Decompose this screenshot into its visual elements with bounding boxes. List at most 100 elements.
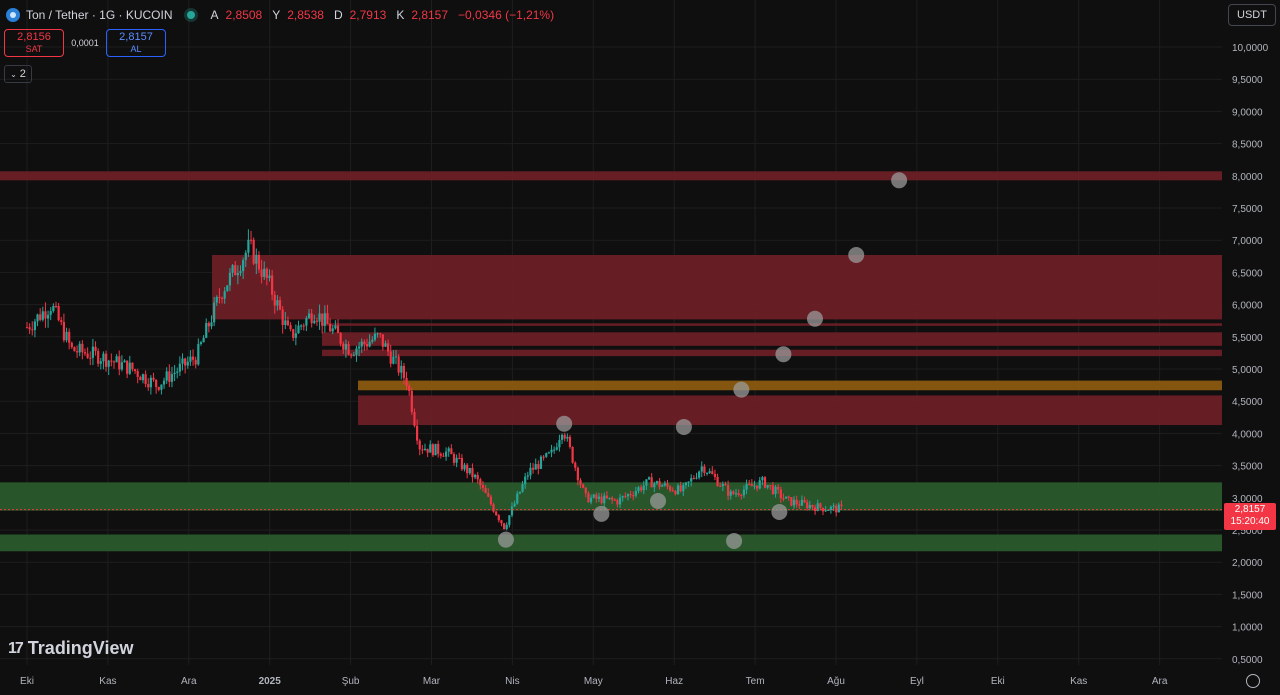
candle-body [539,456,543,469]
candle-body [729,491,732,496]
candle-body [123,360,126,363]
price-tick-label: 9,0000 [1232,107,1263,118]
candle-body [721,483,724,487]
candle-body [284,320,287,325]
currency-selector[interactable]: USDT [1228,4,1276,26]
circle-marker [775,346,792,363]
circle-marker [556,415,573,432]
candle-body [358,346,361,349]
candle-body [824,510,827,512]
time-axis[interactable]: Eki Kas Ara 2025 Şub Mar Nis May Haz Tem Ağu Eyl Eki… [0,665,1280,695]
candle-body [339,333,342,344]
tradingview-logo[interactable]: 17 TradingView [8,638,134,659]
buy-label: AL [130,44,142,54]
candle-body [676,485,680,495]
time-tick-label: Nis [505,676,519,687]
candle-body [661,485,664,487]
indicators-toggle[interactable]: ⌄ 2 [4,65,32,83]
price-axis-bg [1222,0,1280,695]
candle-body [645,479,648,486]
candle-body [821,507,825,512]
zone-orange [358,380,1222,391]
symbol-title[interactable]: Ton / Tether · 1G · KUCOIN [26,8,173,22]
candle-body [147,384,150,388]
candle-body [460,457,464,470]
candle-body [434,443,437,456]
candle-body [655,481,659,484]
candle-body [133,369,137,372]
candle-body [835,505,838,513]
candle-body [708,471,711,473]
candle-body [387,343,390,352]
candle-body [207,323,210,327]
candle-body [223,291,226,299]
candle-body [255,254,258,264]
candle-body [149,377,152,388]
candle-body [618,497,622,505]
candle-body [186,361,189,366]
gear-icon[interactable] [1246,674,1260,688]
price-tick-label: 7,5000 [1232,204,1263,215]
candle-body [176,371,179,373]
candle-body [28,327,31,330]
candle-body [170,373,174,382]
candle-body [247,239,250,253]
candle-body [381,334,384,347]
candle-body [700,466,703,472]
time-tick-label: Mar [423,676,441,687]
candle-body [489,496,492,505]
candle-body [458,457,461,459]
sell-button[interactable]: 2,8156 SAT [4,29,64,57]
candle-body [315,320,319,322]
candle-body [379,333,382,335]
candle-body [674,490,677,495]
candle-body [236,273,239,276]
candle-body [355,348,358,355]
candle-body [141,374,145,381]
candle-body [99,361,102,364]
candle-body [152,377,155,380]
candle-body [827,510,830,512]
candle-body [753,485,756,487]
candle-body [785,496,788,499]
candle-body [360,341,363,347]
candle-body [579,480,582,485]
candle-body [178,363,181,372]
zone-red [0,171,1222,181]
candle-body [642,485,645,491]
candle-body [194,359,197,365]
candle-body [75,351,79,353]
candle-body [405,377,408,386]
time-tick-label: Haz [665,676,683,687]
candle-body [547,452,550,454]
candle-body [550,449,553,453]
candle-body [210,322,213,327]
candle-body [447,448,450,452]
candle-body [795,499,798,505]
price-axis[interactable]: 10,0000 9,5000 9,0000 8,5000 8,0000 7,5000 7,0… [1222,0,1280,695]
circle-marker [593,505,610,522]
candle-body [492,504,495,512]
buy-button[interactable]: 2,8157 AL [106,29,166,57]
candle-body [574,462,577,468]
ohlc-close-value: 2,8157 [411,8,449,22]
candle-body [603,495,606,504]
candle-body [816,503,819,512]
candle-body [476,474,479,480]
candle-body [128,362,131,374]
candle-body [608,497,611,499]
candle-body [213,302,216,323]
candle-body [634,491,637,496]
candle-body [107,360,110,367]
candle-body [363,341,366,345]
time-tick-label: Eyl [910,676,924,687]
candle-body [716,476,719,486]
candle-body [197,344,200,365]
candle-body [537,464,540,469]
candle-body [534,464,537,470]
candle-body [239,271,242,274]
candle-body [68,331,71,343]
zone-red [322,349,1222,357]
candle-body [276,300,279,306]
